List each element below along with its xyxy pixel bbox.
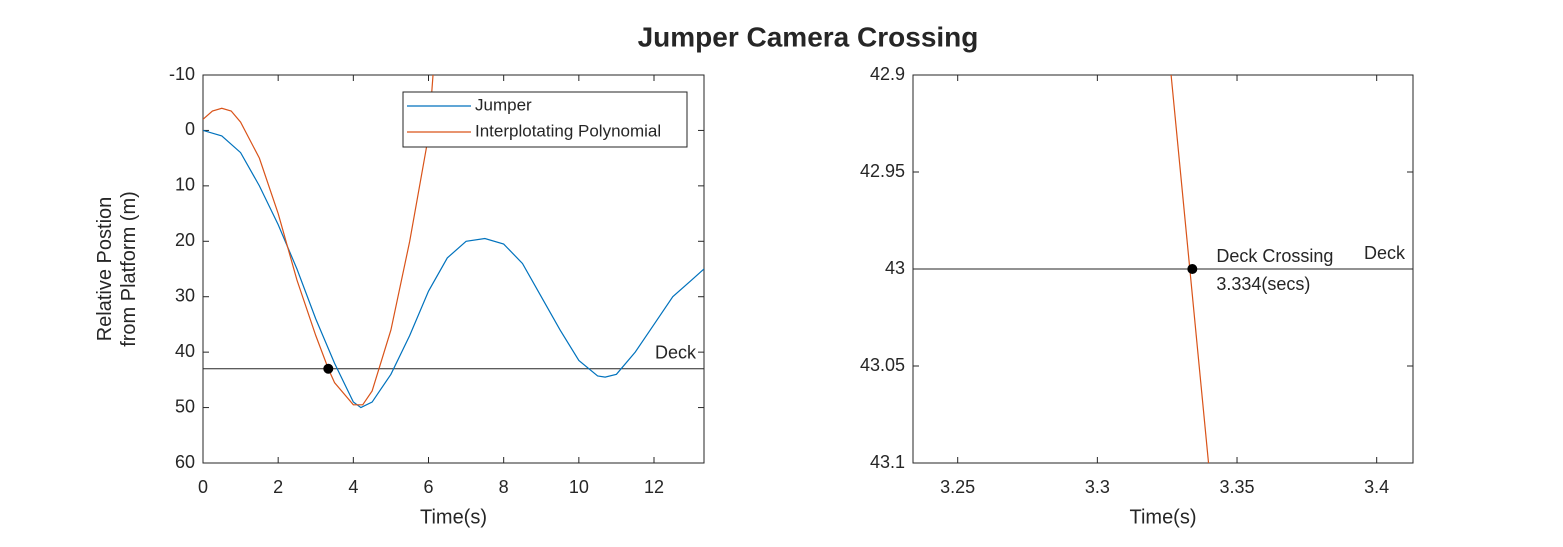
figure-title: Jumper Camera Crossing [638,21,979,52]
x-axis-label: Time(s) [420,506,487,528]
reference-label: Deck [1364,243,1406,263]
x-tick-label: 3.3 [1085,477,1110,497]
y-tick-label: 43.05 [860,355,905,375]
y-tick-label: 43.1 [870,452,905,472]
crossing-point [1187,264,1198,274]
y-tick-label: 60 [175,452,195,472]
series-line [203,129,704,409]
legend [402,91,688,148]
series-line [203,75,434,406]
x-tick-label: 3.4 [1364,477,1389,497]
y-tick-label: 43 [885,258,905,278]
x-tick-label: 10 [569,477,589,497]
x-tick-label: 0 [198,477,208,497]
y-axis-label-line: Relative Postion [94,197,116,342]
y-tick-label: 0 [185,119,195,139]
x-tick-label: 8 [499,477,509,497]
x-tick-label: 2 [273,477,283,497]
x-tick-label: 6 [423,477,433,497]
crossing-point [323,363,334,374]
x-tick-label: 12 [644,477,664,497]
x-tick-label: 3.25 [940,477,975,497]
legend-label: Interplotating Polynomial [475,121,661,140]
y-axis-label-line: from Platform (m) [118,191,140,347]
x-axis-label: Time(s) [1129,506,1196,528]
y-tick-label: 50 [175,396,195,416]
y-tick-label: 30 [175,285,195,305]
legend-label: Jumper [475,95,532,114]
x-tick-label: 3.35 [1219,477,1254,497]
y-tick-label: 42.95 [860,161,905,181]
y-axis-label: Relative Postion from Platform (m) [94,191,140,347]
x-tick-label: 4 [348,477,358,497]
annotation: 3.334(secs) [1216,274,1310,294]
reference-label: Deck [655,343,697,363]
annotation: Deck Crossing [1216,246,1333,266]
y-tick-label: 10 [175,175,195,195]
y-tick-label: 20 [175,230,195,250]
y-tick-label: 40 [175,341,195,361]
plot-content [203,75,704,409]
y-tick-label: 42.9 [870,64,905,84]
y-tick-label: -10 [169,64,195,84]
